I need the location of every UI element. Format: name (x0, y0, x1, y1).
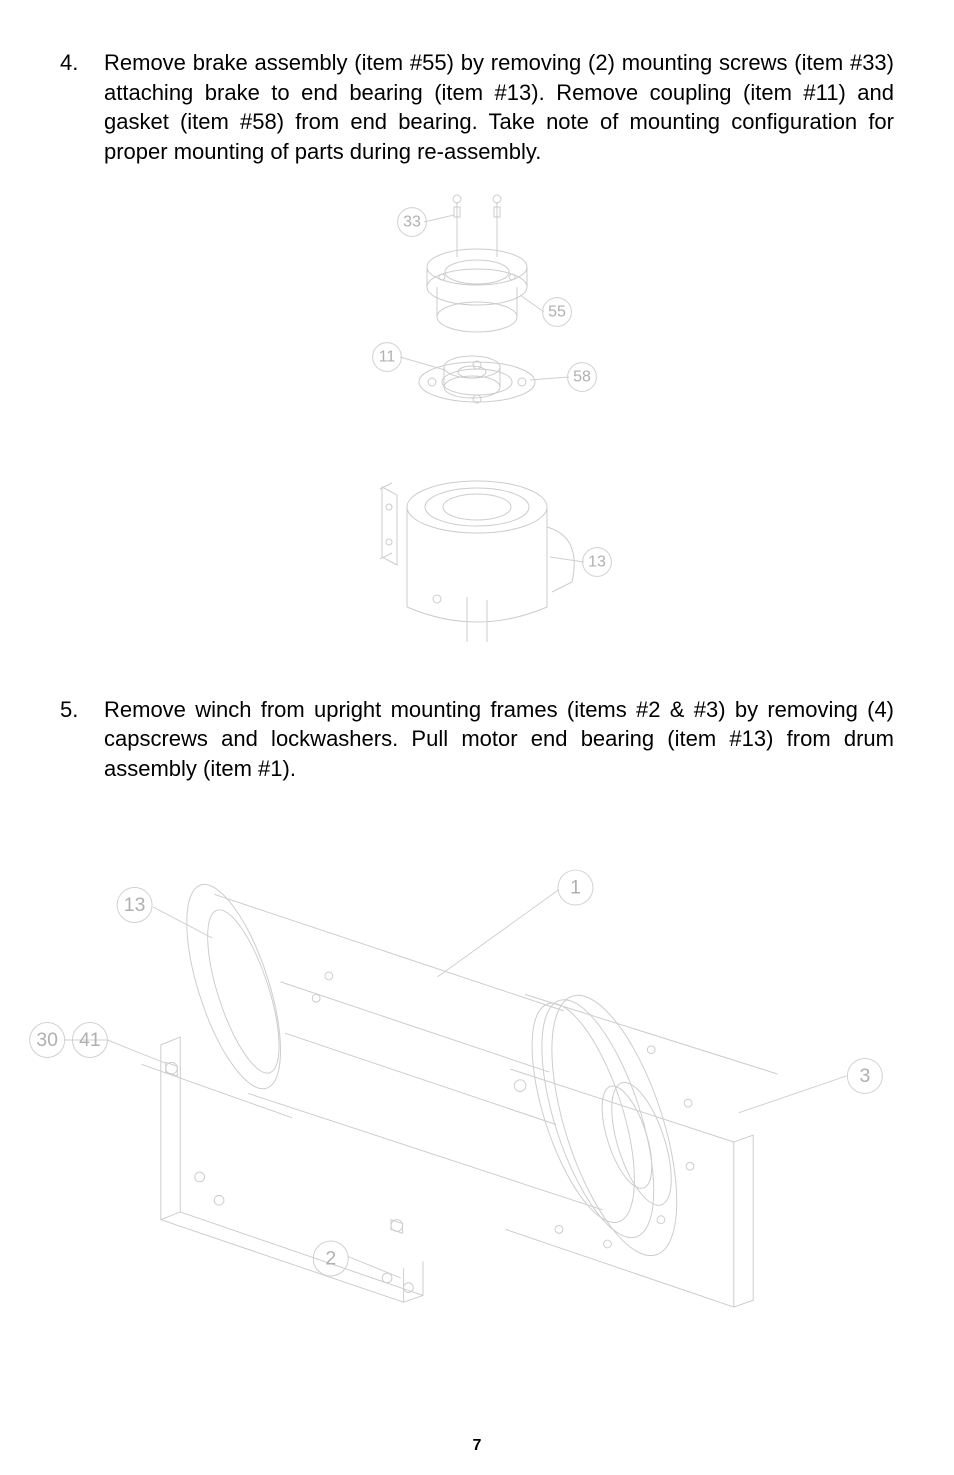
step-4-text: Remove brake assembly (item #55) by remo… (104, 48, 894, 167)
svg-text:3: 3 (859, 1065, 870, 1087)
winch-assembly-diagram: 13 1 30 41 3 2 (20, 804, 894, 1344)
svg-text:30: 30 (36, 1029, 58, 1051)
brake-assembly-diagram: 33 55 11 58 13 (292, 187, 662, 667)
figure-2: 13 1 30 41 3 2 (20, 804, 894, 1344)
svg-text:13: 13 (124, 894, 146, 916)
svg-text:11: 11 (379, 348, 396, 365)
svg-text:55: 55 (548, 303, 566, 320)
svg-text:1: 1 (570, 876, 581, 898)
svg-text:33: 33 (403, 213, 421, 230)
step-5-number: 5. (60, 695, 80, 784)
page-number: 7 (473, 1437, 482, 1455)
figure-1: 33 55 11 58 13 (60, 187, 894, 667)
step-5: 5. Remove winch from upright mounting fr… (60, 695, 894, 784)
svg-text:13: 13 (588, 553, 606, 570)
step-4: 4. Remove brake assembly (item #55) by r… (60, 48, 894, 167)
svg-text:58: 58 (573, 368, 591, 385)
svg-text:2: 2 (325, 1247, 336, 1269)
step-5-text: Remove winch from upright mounting frame… (104, 695, 894, 784)
step-4-number: 4. (60, 48, 80, 167)
svg-text:41: 41 (79, 1029, 101, 1051)
